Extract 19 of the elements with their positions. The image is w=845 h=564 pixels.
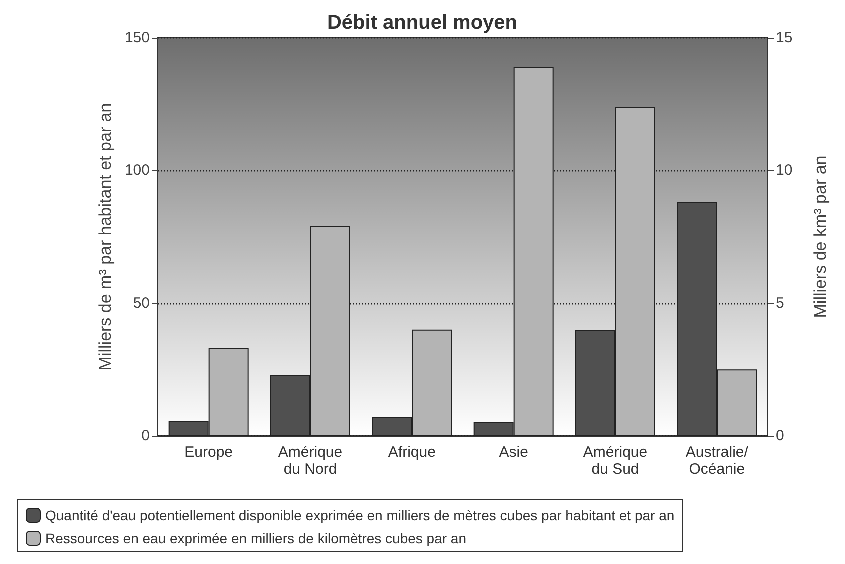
y2-tick-label: 10	[776, 162, 793, 180]
x-tick-label: Amérique du Nord	[278, 444, 343, 478]
x-tick-label: Amérique du Sud	[583, 444, 648, 478]
x-tick-label: Afrique	[388, 444, 436, 461]
chart-title: Débit annuel moyen	[327, 12, 518, 34]
x-tick-label: Asie	[499, 444, 528, 461]
y2-axis-title: Milliers de km³ par an	[811, 156, 830, 318]
y-tick-label: 100	[124, 162, 150, 180]
legend-label: Ressources en eau exprimée en milliers de kilomètres cubes par an	[46, 530, 466, 546]
x-tick-label: Australie/ Océanie	[686, 444, 750, 478]
y-tick-label: 50	[133, 294, 150, 312]
y-tick-label: 0	[142, 428, 150, 444]
y-tick-label: 150	[124, 30, 150, 46]
y2-tick-label: 0	[776, 428, 784, 444]
x-tick-label: Europe	[184, 444, 234, 461]
y2-tick-label: 15	[776, 30, 793, 46]
y2-tick-label: 5	[776, 294, 784, 312]
legend-label: Quantité d'eau potentiellement disponible exprimée en milliers de mètres cubes par habitant et par an	[46, 508, 675, 524]
y-axis-title: Milliers de m³ par habitant et par an	[96, 103, 115, 371]
